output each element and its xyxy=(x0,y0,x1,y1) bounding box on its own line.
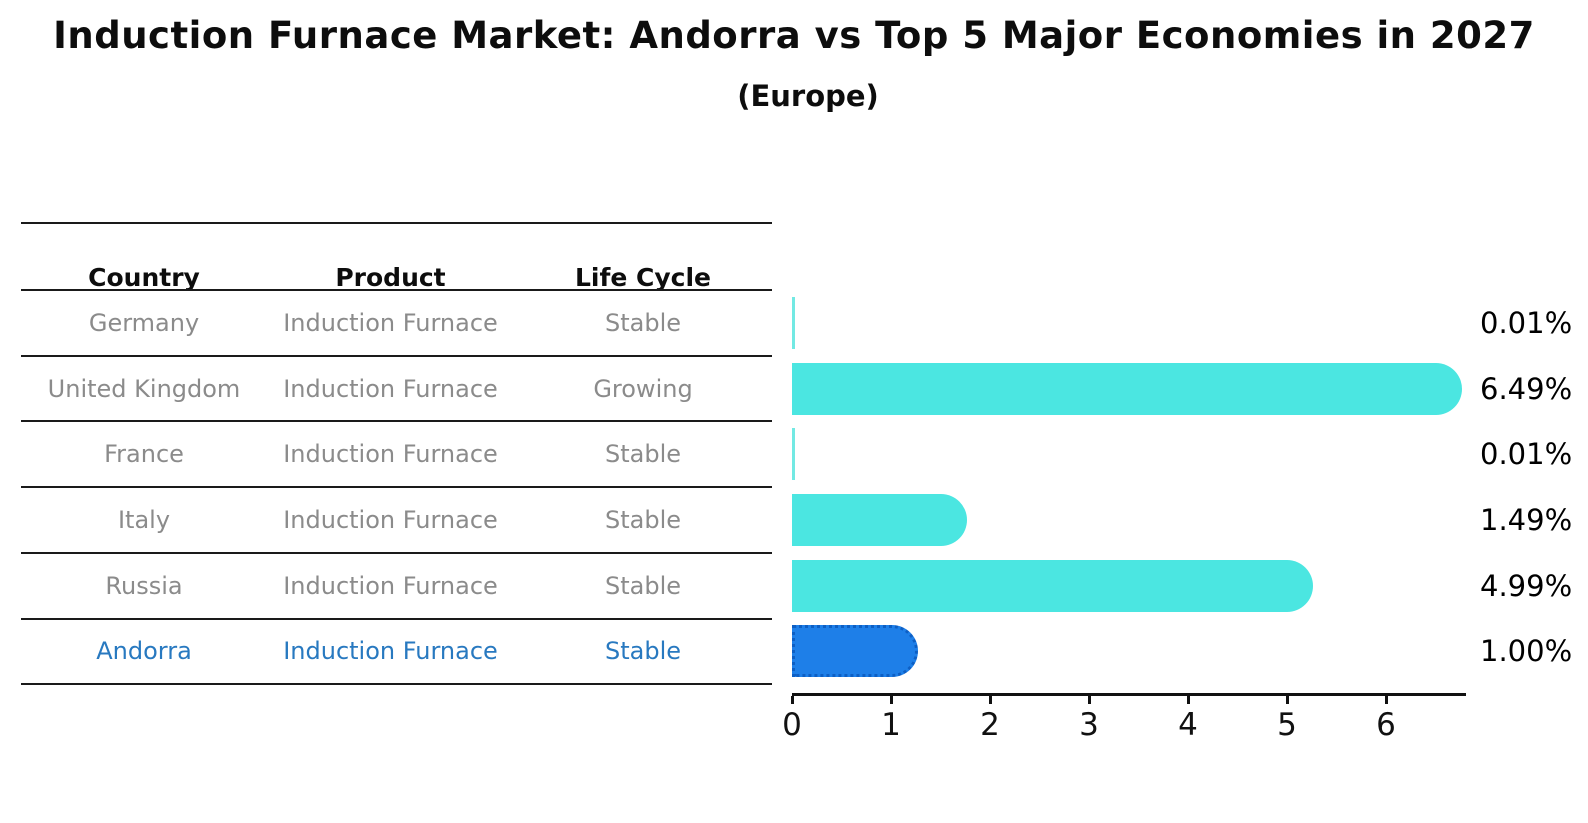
table-header-country: Country xyxy=(88,262,200,292)
country-cell: Italy xyxy=(117,505,171,534)
country-cell: Germany xyxy=(88,308,200,337)
life-cycle-cell: Stable xyxy=(604,505,682,534)
life-cycle-cell: Stable xyxy=(604,440,682,469)
x-axis-tick xyxy=(1088,696,1091,704)
table-rule xyxy=(21,617,772,620)
product-cell: Induction Furnace xyxy=(283,308,498,337)
table-header-life-cycle: Life Cycle xyxy=(574,262,712,292)
table-row: Russia Induction Furnace Stable xyxy=(21,569,772,603)
value-label: 0.01% xyxy=(1480,437,1573,472)
table-rule xyxy=(21,354,772,357)
value-label: 0.01% xyxy=(1480,305,1573,340)
x-axis-tick-label: 1 xyxy=(881,707,901,743)
x-axis-tick xyxy=(1385,696,1388,704)
table-header-product: Product xyxy=(335,262,446,292)
country-cell: France xyxy=(104,440,184,469)
bar-france xyxy=(792,428,795,481)
x-axis-tick xyxy=(791,696,794,704)
table-rule xyxy=(21,420,772,423)
table-rule xyxy=(21,683,772,686)
product-cell: Induction Furnace xyxy=(283,505,498,534)
x-axis-tick-label: 4 xyxy=(1178,707,1198,743)
bar-andorra xyxy=(792,625,918,678)
table-row: Germany Induction Furnace Stable xyxy=(21,306,772,340)
x-axis-line xyxy=(792,693,1466,696)
table-rule xyxy=(21,222,772,224)
country-cell: Andorra xyxy=(96,637,192,666)
life-cycle-cell: Stable xyxy=(604,571,682,600)
x-axis-tick-label: 6 xyxy=(1376,707,1396,743)
x-axis-tick xyxy=(1286,696,1289,704)
life-cycle-cell: Stable xyxy=(604,637,682,666)
table-header-row: Country Product Life Cycle xyxy=(21,260,772,294)
table-row: Andorra Induction Furnace Stable xyxy=(21,634,772,668)
bar-germany xyxy=(792,296,795,349)
chart-title: Induction Furnace Market: Andorra vs Top… xyxy=(53,14,1535,57)
bar-united-kingdom xyxy=(792,362,1462,415)
bar-italy xyxy=(792,493,967,546)
product-cell: Induction Furnace xyxy=(283,374,498,403)
country-table: Country Product Life Cycle Germany Induct… xyxy=(21,222,772,688)
table-rule xyxy=(21,551,772,554)
product-cell: Induction Furnace xyxy=(283,440,498,469)
life-cycle-cell: Growing xyxy=(593,374,693,403)
table-row: Italy Induction Furnace Stable xyxy=(21,503,772,537)
product-cell: Induction Furnace xyxy=(283,637,498,666)
table-row: France Induction Furnace Stable xyxy=(21,437,772,471)
x-axis-tick-label: 5 xyxy=(1277,707,1297,743)
x-axis-tick xyxy=(1187,696,1190,704)
product-cell: Induction Furnace xyxy=(283,571,498,600)
x-axis-tick-label: 2 xyxy=(980,707,1000,743)
x-axis-tick-label: 3 xyxy=(1079,707,1099,743)
x-axis-tick xyxy=(890,696,893,704)
bar-russia xyxy=(792,559,1313,612)
table-row: United Kingdom Induction Furnace Growing xyxy=(21,372,772,406)
life-cycle-cell: Stable xyxy=(604,308,682,337)
value-label: 1.00% xyxy=(1480,634,1573,669)
value-label: 4.99% xyxy=(1480,568,1573,603)
table-rule xyxy=(21,486,772,489)
x-axis-tick-label: 0 xyxy=(782,707,802,743)
table-rule xyxy=(21,289,772,291)
chart-subtitle: (Europe) xyxy=(737,79,879,113)
value-label: 6.49% xyxy=(1480,371,1573,406)
x-axis-tick xyxy=(989,696,992,704)
country-cell: United Kingdom xyxy=(47,374,241,403)
country-cell: Russia xyxy=(105,571,183,600)
value-label: 1.49% xyxy=(1480,502,1573,537)
